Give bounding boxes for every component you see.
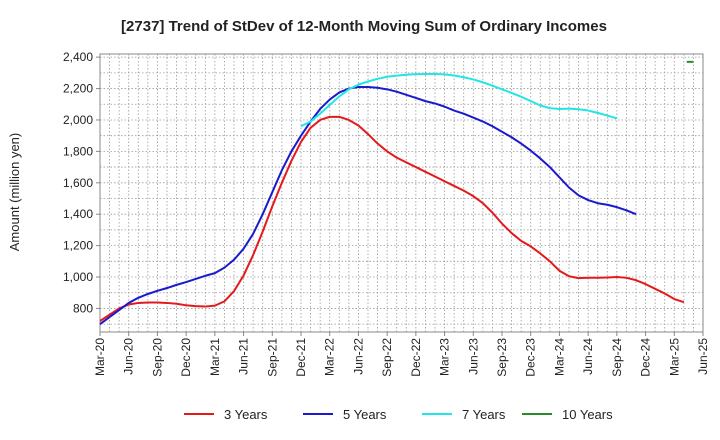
legend-label-5-years: 5 Years <box>343 407 387 422</box>
x-tick-label: Mar-21 <box>208 338 222 376</box>
series-line-7-years <box>300 72 618 128</box>
y-axis: 800 1,000 1,200 1,400 1,600 1,800 2,000 2,200 2,… <box>63 50 100 315</box>
y-axis-title: Amount (million yen) <box>7 133 22 252</box>
x-tick-label: Dec-22 <box>409 338 423 377</box>
plot-frame <box>99 53 704 333</box>
chart-title: [2737] Trend of StDev of 12-Month Moving… <box>121 18 607 35</box>
legend-label-3-years: 3 Years <box>224 407 268 422</box>
y-tick-label: 800 <box>73 301 93 315</box>
x-tick-label: Dec-24 <box>639 338 653 377</box>
x-tick-label: Mar-22 <box>323 338 337 376</box>
x-tick-label: Mar-20 <box>93 338 107 376</box>
y-tick-label: 2,200 <box>63 82 93 96</box>
x-tick-label: Jun-21 <box>237 338 251 375</box>
legend: 3 Years 5 Years 7 Years 10 Years <box>184 407 613 422</box>
x-tick-label: Dec-20 <box>179 338 193 377</box>
x-tick-label: Sep-24 <box>610 338 624 377</box>
y-tick-label: 1,800 <box>63 144 93 158</box>
plot-background <box>100 54 703 332</box>
series-line-5-years <box>99 85 637 325</box>
x-tick-label: Mar-25 <box>667 338 681 376</box>
x-tick-label: Jun-20 <box>122 338 136 375</box>
x-tick-label: Jun-24 <box>581 338 595 375</box>
y-tick-label: 1,400 <box>63 207 93 221</box>
x-axis: Mar-20 Jun-20 Sep-20 Dec-20 Mar-21 Jun-21 Sep-… <box>93 332 710 377</box>
series-line-3-years <box>99 115 685 322</box>
x-tick-label: Mar-23 <box>438 338 452 376</box>
plot-area <box>100 54 703 332</box>
x-tick-label: Sep-21 <box>265 338 279 377</box>
y-tick-label: 2,000 <box>63 113 93 127</box>
y-tick-label: 2,400 <box>63 50 93 64</box>
x-tick-label: Sep-23 <box>495 338 509 377</box>
y-tick-label: 1,600 <box>63 176 93 190</box>
x-tick-label: Jun-23 <box>466 338 480 375</box>
x-tick-label: Mar-24 <box>552 338 566 376</box>
y-tick-label: 1,200 <box>63 239 93 253</box>
x-tick-label: Dec-23 <box>524 338 538 377</box>
x-tick-label: Sep-20 <box>150 338 164 377</box>
x-tick-label: Jun-22 <box>351 338 365 375</box>
x-tick-label: Sep-22 <box>380 338 394 377</box>
y-tick-label: 1,000 <box>63 270 93 284</box>
series-layer <box>99 60 694 325</box>
x-tick-label: Jun-25 <box>696 338 710 375</box>
x-tick-label: Dec-21 <box>294 338 308 377</box>
legend-label-10-years: 10 Years <box>562 407 613 422</box>
legend-label-7-years: 7 Years <box>462 407 506 422</box>
